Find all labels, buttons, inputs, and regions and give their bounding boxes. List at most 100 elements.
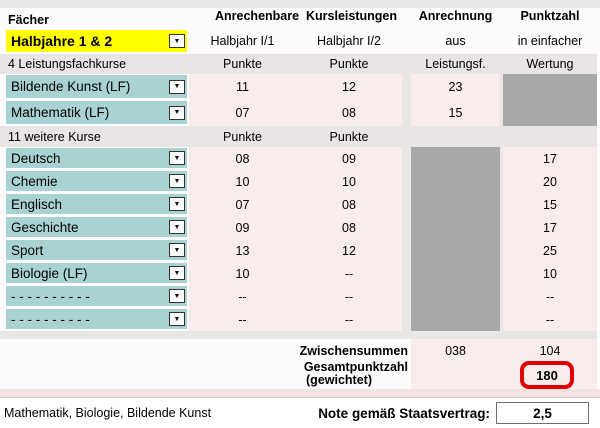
subject-label: Mathematik (LF) (11, 105, 110, 120)
subject-label: Bildende Kunst (LF) (11, 79, 131, 94)
footer-bar: Mathematik, Biologie, Bildende Kunst Not… (0, 397, 600, 428)
points-cell-hj1[interactable]: 13 (189, 239, 296, 262)
anrechnung-cell-blocked (411, 147, 500, 170)
subject-row-empty-2: - - - - - - - - - - ▼ -- -- -- (0, 308, 600, 331)
subject-dropdown-empty-2[interactable]: - - - - - - - - - - ▼ (6, 309, 187, 329)
anrechnung-cell: 23 (411, 74, 500, 100)
points-cell-hj2[interactable]: 08 (296, 193, 402, 216)
points-cell-hj2[interactable]: -- (296, 262, 402, 285)
subject-label: Biologie (LF) (11, 265, 88, 281)
subject-row-biologie: Biologie (LF) ▼ 10 -- 10 (0, 262, 600, 285)
weitere-kurse-rows: Deutsch ▼ 08 09 17 Chemie ▼ 10 10 20 Eng… (0, 147, 600, 331)
points-cell-hj2[interactable]: 12 (296, 74, 402, 100)
unit-label-leistungsf: Leistungsf. (425, 57, 486, 71)
zwischensumme-punkte-value: 104 (539, 343, 561, 358)
table-bottom-edge (0, 331, 597, 339)
points-cell-hj2[interactable]: -- (296, 308, 402, 331)
chevron-down-icon[interactable]: ▼ (169, 105, 185, 120)
section-label-lf: 4 Leistungsfachkurse (8, 57, 127, 71)
subject-row-mathematik: Mathematik (LF) ▼ 07 08 15 (0, 100, 600, 126)
points-cell-hj2[interactable]: 12 (296, 239, 402, 262)
subject-dropdown-englisch[interactable]: Englisch ▼ (6, 194, 187, 214)
subject-label: Deutsch (11, 150, 61, 166)
subject-dropdown-chemie[interactable]: Chemie ▼ (6, 171, 187, 191)
punktzahl-cell-blocked (503, 100, 597, 126)
chevron-down-icon[interactable]: ▼ (169, 79, 185, 94)
subject-label: - - - - - - - - - - (11, 288, 90, 304)
subject-row-deutsch: Deutsch ▼ 08 09 17 (0, 147, 600, 170)
subject-dropdown-empty-1[interactable]: - - - - - - - - - - ▼ (6, 286, 187, 306)
unit-label-punkte-2: Punkte (329, 129, 369, 144)
subject-label: Englisch (11, 196, 63, 212)
chevron-down-icon[interactable]: ▼ (169, 266, 185, 280)
punktzahl-cell: 17 (503, 216, 597, 239)
anrechnung-cell-blocked (411, 216, 500, 239)
points-cell-hj2[interactable]: 10 (296, 170, 402, 193)
points-cell-hj1[interactable]: 10 (189, 262, 296, 285)
points-cell-hj1[interactable]: 11 (189, 74, 296, 100)
subject-dropdown-sport[interactable]: Sport ▼ (6, 240, 187, 260)
grade-value-box: 2,5 (496, 402, 589, 424)
chevron-down-icon[interactable]: ▼ (169, 312, 185, 326)
punktzahl-cell-blocked (503, 74, 597, 100)
chevron-down-icon[interactable]: ▼ (169, 289, 185, 303)
subject-dropdown-deutsch[interactable]: Deutsch ▼ (6, 148, 187, 168)
zwischensummen-label: Zwischensummen (299, 344, 408, 358)
unit-label-punkte-2: Punkte (329, 57, 369, 71)
punktzahl-cell: 17 (503, 147, 597, 170)
chevron-down-icon[interactable]: ▼ (169, 174, 185, 188)
points-cell-hj2[interactable]: 08 (296, 216, 402, 239)
subject-label: - - - - - - - - - - (11, 311, 90, 327)
subject-dropdown-bildende-kunst[interactable]: Bildende Kunst (LF) ▼ (6, 75, 187, 98)
chevron-down-icon[interactable]: ▼ (169, 34, 185, 48)
subject-label: Sport (11, 242, 44, 258)
period-selector-dropdown[interactable]: Halbjahre 1 & 2 ▼ (6, 30, 187, 52)
subject-row-bildende-kunst: Bildende Kunst (LF) ▼ 11 12 23 (0, 74, 600, 100)
column-gap (402, 54, 411, 332)
subject-dropdown-mathematik[interactable]: Mathematik (LF) ▼ (6, 101, 187, 124)
punktzahl-cell: -- (503, 308, 597, 331)
points-cell-hj1[interactable]: -- (189, 285, 296, 308)
section-label-wk: 11 weitere Kurse (8, 129, 101, 144)
unit-label-punkte-1: Punkte (223, 129, 262, 144)
chevron-down-icon[interactable]: ▼ (169, 151, 185, 165)
column-header-punktzahl: Punktzahl (520, 9, 580, 23)
unit-label-wertung: Wertung (526, 57, 574, 71)
subheader-halbjahr1: Halbjahr I/1 (210, 34, 275, 48)
chevron-down-icon[interactable]: ▼ (169, 197, 185, 211)
section-band-weitere-kurse: 11 weitere Kurse Punkte Punkte (0, 126, 597, 147)
points-cell-hj1[interactable]: -- (189, 308, 296, 331)
points-cell-hj1[interactable]: 07 (189, 193, 296, 216)
page-margin (0, 0, 600, 8)
anrechnung-cell-blocked (411, 239, 500, 262)
subject-label: Geschichte (11, 219, 79, 235)
punktzahl-cell: 15 (503, 193, 597, 216)
subject-label: Chemie (11, 173, 58, 189)
subheader-anrechnung: aus (445, 34, 466, 48)
subject-dropdown-biologie[interactable]: Biologie (LF) ▼ (6, 263, 187, 283)
anrechnung-cell-blocked (411, 193, 500, 216)
column-header-kursleistungen: Anrechenbare Kursleistungen (215, 9, 397, 23)
section-divider (0, 389, 600, 397)
points-cell-hj1[interactable]: 08 (189, 147, 296, 170)
subject-row-sport: Sport ▼ 13 12 25 (0, 239, 600, 262)
chevron-down-icon[interactable]: ▼ (169, 243, 185, 257)
points-cell-hj2[interactable]: 08 (296, 100, 402, 126)
grade-label: Note gemäß Staatsvertrag: (318, 405, 490, 421)
subheader-halbjahr2: Halbjahr I/2 (317, 34, 381, 48)
subheader-punktzahl: in einfacher (517, 34, 583, 48)
points-cell-hj1[interactable]: 07 (189, 100, 296, 126)
chevron-down-icon[interactable]: ▼ (169, 220, 185, 234)
punktzahl-cell: 20 (503, 170, 597, 193)
anrechnung-cell: 15 (411, 100, 500, 126)
subject-row-empty-1: - - - - - - - - - - ▼ -- -- -- (0, 285, 600, 308)
subject-dropdown-geschichte[interactable]: Geschichte ▼ (6, 217, 187, 237)
subject-row-englisch: Englisch ▼ 07 08 15 (0, 193, 600, 216)
chosen-subjects-summary: Mathematik, Biologie, Bildende Kunst (4, 406, 212, 420)
points-cell-hj1[interactable]: 09 (189, 216, 296, 239)
points-cell-hj2[interactable]: -- (296, 285, 402, 308)
points-cell-hj1[interactable]: 10 (189, 170, 296, 193)
points-cell-hj2[interactable]: 09 (296, 147, 402, 170)
column-header-faecher: Fächer (8, 13, 49, 27)
